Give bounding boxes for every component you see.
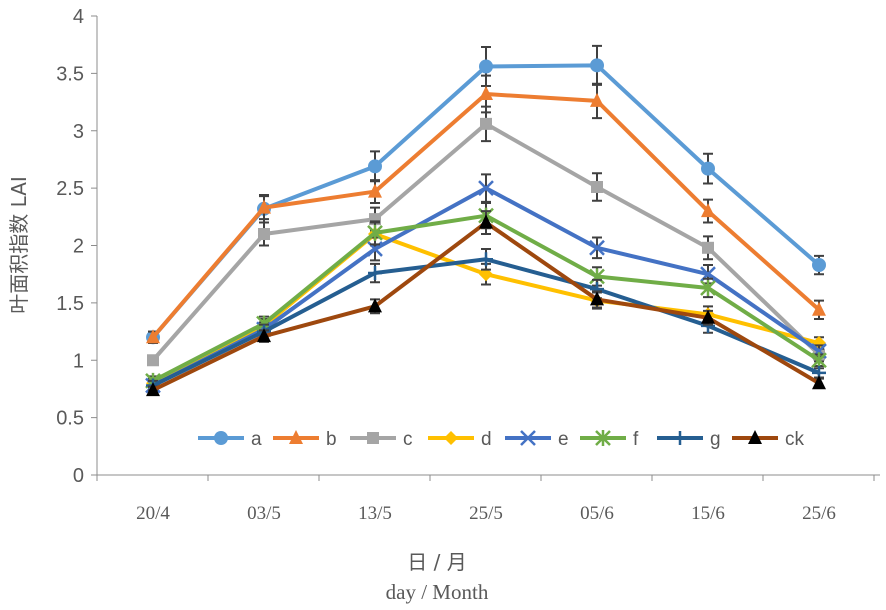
data-point-a: [812, 258, 826, 273]
x-tick-label: 05/6: [580, 503, 614, 524]
y-tick-label: 3: [73, 121, 84, 143]
data-point-c: [591, 180, 603, 193]
y-tick-label: 2: [73, 236, 84, 258]
x-tick-label: 15/6: [691, 503, 725, 524]
data-point-b: [701, 203, 715, 218]
legend-swatch-marker: [520, 430, 536, 446]
y-tick-label: 4: [73, 6, 84, 28]
data-point-c: [147, 354, 159, 367]
legend-label: f: [633, 429, 639, 450]
data-point-f: [367, 224, 383, 241]
series-line-f: [152, 213, 821, 383]
y-tick-label: 2.5: [56, 178, 84, 200]
legend-label: b: [326, 429, 337, 450]
data-point-a: [479, 59, 493, 74]
data-point-c: [480, 117, 492, 130]
x-tick-label: 20/4: [136, 503, 170, 524]
legend-swatch-marker: [444, 431, 458, 445]
data-point-a: [701, 161, 715, 176]
legend-item-ck: ck: [732, 429, 805, 450]
data-point-e: [589, 239, 605, 256]
x-axis-title-english: day / Month: [386, 580, 489, 604]
x-tick-label: 13/5: [358, 503, 392, 524]
data-point-b: [368, 183, 382, 198]
y-tick-label: 3.5: [56, 63, 84, 85]
legend-item-b: b: [273, 429, 337, 450]
y-tick-label: 1: [73, 350, 84, 372]
data-point-ck: [257, 328, 271, 343]
data-point-f: [811, 352, 827, 369]
data-point-a: [590, 58, 604, 73]
legend-swatch-marker: [673, 431, 687, 445]
data-point-e: [478, 180, 494, 197]
x-axis-title-chinese: 日 / 月: [407, 550, 466, 574]
data-point-b: [146, 329, 160, 344]
series-ck: [146, 210, 826, 397]
data-point-b: [479, 86, 493, 101]
series-b: [146, 74, 826, 345]
legend-item-f: f: [580, 429, 639, 450]
legend-label: g: [710, 429, 721, 450]
y-tick-labels: 0 0.5 1 1.5 2 2.5 3 3.5 4: [56, 6, 84, 487]
legend-item-g: g: [657, 429, 721, 450]
legend-swatch-marker: [289, 430, 303, 444]
data-point-ck: [812, 375, 826, 390]
y-tick-label: 1.5: [56, 293, 84, 315]
data-point-ck: [368, 298, 382, 313]
data-point-f: [700, 279, 716, 296]
data-point-a: [368, 159, 382, 174]
legend-label: e: [558, 429, 569, 450]
legend-item-d: d: [428, 429, 492, 450]
legend-item-c: c: [350, 429, 413, 450]
data-point-c: [258, 228, 270, 241]
x-tick-label: 25/5: [469, 503, 503, 524]
y-tick-label: 0.5: [56, 408, 84, 430]
axes: [91, 15, 880, 481]
series-c: [147, 105, 825, 367]
data-point-ck: [146, 382, 160, 397]
data-point-g: [479, 252, 493, 267]
data-point-c: [702, 241, 714, 254]
legend-label: ck: [785, 429, 805, 450]
data-point-g: [368, 266, 382, 281]
legend-label: c: [403, 429, 413, 450]
series-d: [146, 221, 826, 391]
legend: a b c d e f g ck: [198, 429, 805, 450]
x-tick-label: 25/6: [802, 503, 836, 524]
legend-swatch-marker: [748, 430, 762, 444]
data-point-b: [590, 92, 604, 107]
legend-item-a: a: [198, 429, 262, 450]
legend-label: a: [251, 429, 262, 450]
x-tick-labels: 20/4 03/5 13/5 25/5 05/6 15/6 25/6: [136, 503, 836, 524]
data-point-b: [812, 301, 826, 316]
y-tick-label: 0: [73, 465, 84, 487]
data-point-ck: [701, 309, 715, 324]
legend-label: d: [481, 429, 492, 450]
data-point-ck: [479, 214, 493, 229]
series-g: [146, 247, 826, 393]
legend-item-e: e: [505, 429, 569, 450]
data-point-ck: [590, 291, 604, 306]
series-layer: [145, 44, 827, 397]
data-point-b: [257, 199, 271, 214]
x-tick-label: 03/5: [247, 503, 281, 524]
data-point-d: [479, 267, 493, 282]
y-axis-title: 叶面积指数 LAI: [7, 176, 31, 314]
legend-swatch-marker: [595, 430, 611, 446]
legend-swatch-marker: [367, 432, 379, 444]
legend-swatch-marker: [214, 431, 228, 445]
